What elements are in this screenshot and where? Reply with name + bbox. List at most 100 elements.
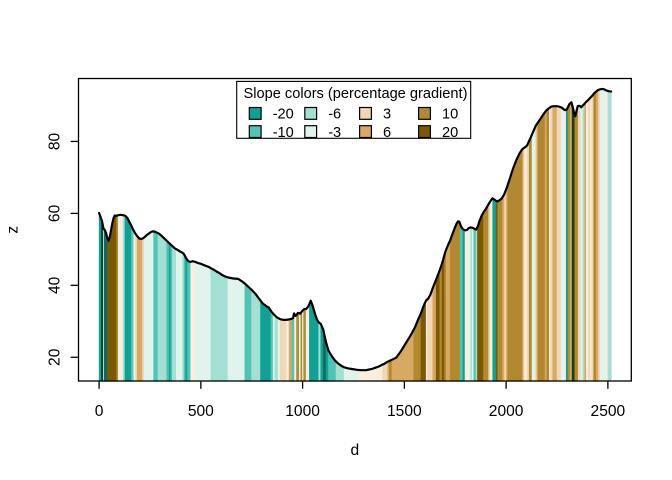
slope-segment (574, 106, 579, 382)
slope-segment (471, 227, 475, 382)
slope-segment (586, 99, 589, 382)
legend-label: -6 (328, 107, 341, 123)
slope-segment (598, 89, 601, 382)
slope-segment (441, 254, 445, 382)
slope-segment (572, 105, 575, 382)
x-tick-label: 0 (95, 403, 104, 420)
slope-segment (435, 269, 441, 382)
slope-segment (309, 300, 319, 382)
slope-segment (577, 105, 582, 382)
slope-segment (298, 312, 302, 382)
slope-segment (286, 319, 290, 382)
slope-segment (473, 228, 477, 382)
slope-segment (153, 231, 159, 382)
slope-segment (387, 360, 390, 382)
slope-segment (544, 110, 548, 382)
slope-segment (483, 204, 489, 382)
slope-segment (427, 288, 433, 382)
slope-segment (260, 300, 272, 382)
legend-swatch (418, 106, 432, 120)
plot-box (77, 77, 632, 382)
slope-segment (584, 101, 587, 382)
slope-segment (565, 106, 569, 382)
slope-segment (172, 246, 177, 382)
slope-segment (251, 289, 261, 382)
slope-segment (582, 103, 585, 382)
slope-segment (526, 140, 530, 382)
slope-segment (420, 300, 427, 382)
slope-segment (468, 227, 471, 382)
slope-segment (175, 249, 183, 382)
slope-segment (444, 249, 447, 382)
slope-segment (291, 313, 295, 382)
slope-segment (413, 313, 422, 382)
slope-segment (462, 228, 466, 382)
slope-segment (507, 149, 523, 382)
legend-swatch (304, 106, 318, 120)
slope-segment (131, 225, 134, 382)
slope-segment (328, 350, 337, 382)
slope-segment (157, 233, 167, 382)
slope-segment (605, 90, 609, 382)
legend-title: Slope colors (percentage gradient) (244, 86, 468, 102)
slope-bars (98, 88, 612, 382)
slope-segment (270, 310, 274, 382)
legend-label: 20 (442, 125, 458, 141)
slope-segment (567, 103, 571, 382)
slope-segment (294, 314, 297, 382)
legend-swatch (359, 125, 373, 139)
slope-segment (118, 214, 124, 382)
slope-segment (488, 201, 491, 382)
slope-segment (391, 329, 414, 382)
legend-swatch (248, 106, 262, 120)
slope-segment (210, 268, 229, 382)
x-tick-label: 2000 (489, 403, 524, 420)
legend-swatch (418, 125, 432, 139)
slope-segment (464, 227, 470, 382)
slope-segment (537, 112, 546, 382)
legend-box (236, 80, 472, 139)
legend-label: 6 (383, 125, 391, 141)
slope-segment (492, 198, 497, 382)
legend-label: -10 (273, 125, 294, 141)
legend-swatch (248, 125, 262, 139)
slope-segment (607, 90, 612, 382)
x-tick-label: 2500 (591, 403, 626, 420)
slope-segment (166, 240, 170, 382)
slope-segment (300, 310, 303, 382)
y-tick-label: 20 (46, 348, 63, 366)
slope-segment (552, 106, 558, 382)
slope-segment (107, 215, 117, 382)
slope-segment (190, 261, 196, 382)
slope-segment (528, 134, 533, 382)
slope-segment (358, 364, 383, 382)
slope-segment (272, 313, 276, 382)
y-tick-label: 40 (46, 276, 63, 294)
slope-segment (279, 319, 287, 382)
legend-label: 3 (383, 107, 391, 123)
slope-segment (599, 88, 607, 382)
slope-segment (325, 342, 329, 382)
slope-segment (449, 221, 461, 382)
slope-segment (580, 105, 584, 382)
x-axis-title: d (351, 442, 360, 459)
y-tick-label: 60 (46, 204, 63, 222)
slope-segment (98, 213, 102, 382)
slope-segment (136, 236, 143, 382)
slope-segment (477, 212, 484, 382)
slope-segment (490, 198, 493, 382)
slope-segment (116, 215, 119, 382)
slope-segment (550, 106, 553, 382)
slope-segment (560, 107, 564, 382)
slope-segment (563, 109, 567, 382)
slope-segment (170, 244, 173, 382)
slope-segment (303, 308, 307, 382)
y-axis-title: z (5, 226, 22, 234)
slope-segment (593, 91, 597, 382)
slope-segment (185, 257, 188, 382)
slope-segment (318, 322, 321, 382)
slope-segment (531, 126, 536, 382)
x-tick-label: 500 (188, 403, 214, 420)
slope-segment (142, 237, 145, 382)
